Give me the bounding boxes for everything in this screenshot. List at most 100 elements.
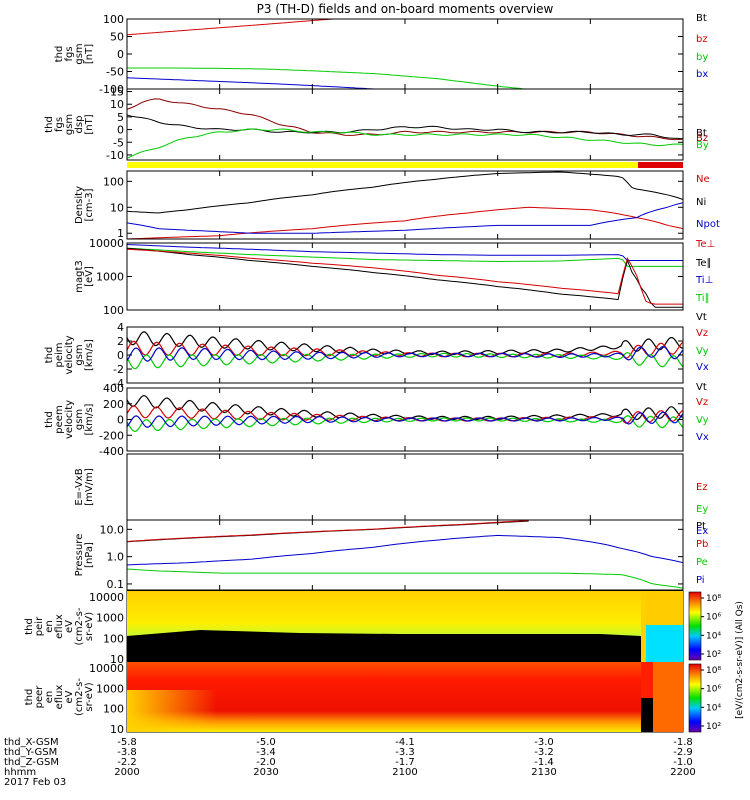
x-row-value: -5.8 (117, 737, 137, 748)
x-row-label: thd_Y-GSM (4, 747, 57, 758)
chart-title: P3 (TH-D) fields and on-board moments ov… (257, 2, 554, 16)
y-label-line: en (44, 620, 55, 633)
legend-ez: Ez (696, 482, 708, 493)
y-label-line: gsm (74, 43, 85, 64)
x-row-label: thd_Z-GSM (4, 757, 59, 768)
legend-bt: Bt (696, 13, 707, 24)
y-label-line: dsp (74, 116, 85, 134)
panel-frame (126, 18, 684, 90)
y-tick-label: 200 (103, 398, 124, 411)
y-label-line: magt3 (74, 260, 85, 293)
y-label-line: eflux (54, 685, 65, 710)
legend-te∥: Te∥ (695, 258, 712, 269)
x-row-value: -3.8 (117, 747, 137, 758)
y-tick-label: -50 (106, 66, 124, 79)
y-tick-label: 0.1 (107, 578, 125, 591)
y-label-line: peim (54, 342, 65, 367)
y-label-line: en (44, 691, 55, 704)
x-row-value: -1.8 (673, 737, 693, 748)
legend-bt: Bt (696, 128, 707, 139)
y-tick-label: -400 (99, 445, 124, 458)
y-axis-label: E=-VxB [mV/m] (74, 468, 95, 506)
legend-te⊥: Te⊥ (695, 239, 715, 250)
x-row-label: hhmm (4, 767, 36, 778)
colorbar-tick-label: 10² (706, 722, 721, 732)
series-npot-line (127, 202, 683, 234)
colorbar-tick-label: 10⁸ (706, 666, 721, 676)
y-label-line: [km/s] (84, 403, 95, 435)
x-row-value: -5.0 (256, 737, 276, 748)
ion-colorbar (688, 591, 702, 661)
series-vx-line (127, 411, 683, 428)
y-label-line: thd (44, 116, 55, 133)
series-te⊥-line (127, 248, 683, 305)
panel-1: 100 50 0 -50 -100 thd fgs gsm [nT] Bt bz by bx (54, 13, 708, 96)
y-label-line: gsm (74, 344, 85, 365)
y-label-line: [nT] (84, 44, 95, 64)
y-tick-label: 1000 (96, 612, 124, 625)
panel-7: E=-VxB [mV/m] Ez Ey Ex (74, 453, 708, 537)
electron-colorbar (688, 663, 702, 733)
y-tick-label: 100 (103, 703, 124, 716)
legend-ni: Ni (696, 197, 706, 208)
legend-bz: bz (696, 34, 708, 45)
y-tick-label: 10000 (89, 662, 124, 675)
y-tick-label: 1000 (96, 271, 124, 284)
legend-vz: Vz (696, 397, 708, 408)
legend-bx: bx (696, 69, 708, 80)
y-label-line: [cm-3] (84, 188, 95, 221)
y-tick-label: -5 (113, 136, 124, 149)
legend-vx: Vx (696, 362, 709, 373)
y-label-line: peir (34, 616, 45, 636)
y-tick-label: -200 (99, 429, 124, 442)
y-axis-label: thd peir en eflux eV (cm2-s-sr-eV) (24, 607, 95, 645)
y-label-line: peem (54, 405, 65, 433)
y-tick-label: 10 (110, 653, 124, 666)
y-label-line: Pressure (74, 534, 85, 577)
y-tick-label: 1000 (96, 682, 124, 695)
colorbar-tick-label: 10⁸ (706, 594, 721, 604)
y-tick-label: 100 (103, 175, 124, 188)
colorbar-label: [eV/(cm2-s-sr-eV)] (All Qs) (735, 601, 745, 719)
panel-frame (126, 88, 684, 161)
colorbar-tick-label: 10⁴ (706, 703, 721, 713)
legend-ti⊥: Ti⊥ (695, 275, 713, 286)
panel-frame (126, 453, 684, 521)
y-label-line: gsm (64, 114, 75, 135)
legend-pi: Pi (696, 575, 705, 586)
y-axis-label: thd peem velocity gsm [km/s] (44, 400, 95, 439)
x-row-value: -1.4 (534, 757, 554, 768)
y-label-line: thd (24, 618, 35, 635)
series-ti⊥-line (127, 244, 683, 261)
series-bx-line (127, 77, 375, 89)
series-te∥-line (127, 247, 683, 308)
series-pi-line (127, 534, 683, 566)
legend-vy: Vy (696, 415, 709, 426)
y-label-line: [mV/m] (84, 468, 95, 506)
legend-pt: Pt (696, 521, 706, 532)
legend-ey: Ey (696, 504, 708, 515)
y-axis-label: thd peim velocity gsm [km/s] (44, 335, 95, 374)
legend-ex: Ex (696, 526, 708, 537)
legend-npot: Npot (696, 219, 720, 230)
y-tick-label: 1.0 (107, 551, 125, 564)
y-axis-label: Pressure [nPa] (74, 534, 95, 577)
panel-frame (126, 519, 684, 591)
series-vz-line (127, 340, 683, 359)
y-tick-label: 0 (117, 414, 124, 427)
y-label-line: [nT] (84, 114, 95, 134)
series-by-line (127, 128, 683, 159)
y-tick-label: 400 (103, 382, 124, 395)
series-bt-line (127, 19, 139, 20)
series-pe-line (127, 568, 683, 589)
y-label-line: velocity (64, 400, 75, 439)
x-row-value: -3.4 (256, 747, 276, 758)
y-label-line: [km/s] (84, 339, 95, 371)
y-axis-label: thd peer en eflux eV (cm2-s-sr-eV) (24, 678, 95, 716)
y-label-line: sr-eV) (84, 682, 95, 711)
y-tick-label: -10 (106, 149, 124, 162)
y-label-line: peer (34, 685, 45, 709)
y-tick-label: 10 (110, 723, 124, 736)
y-label-line: (cm2-s- (74, 607, 85, 645)
